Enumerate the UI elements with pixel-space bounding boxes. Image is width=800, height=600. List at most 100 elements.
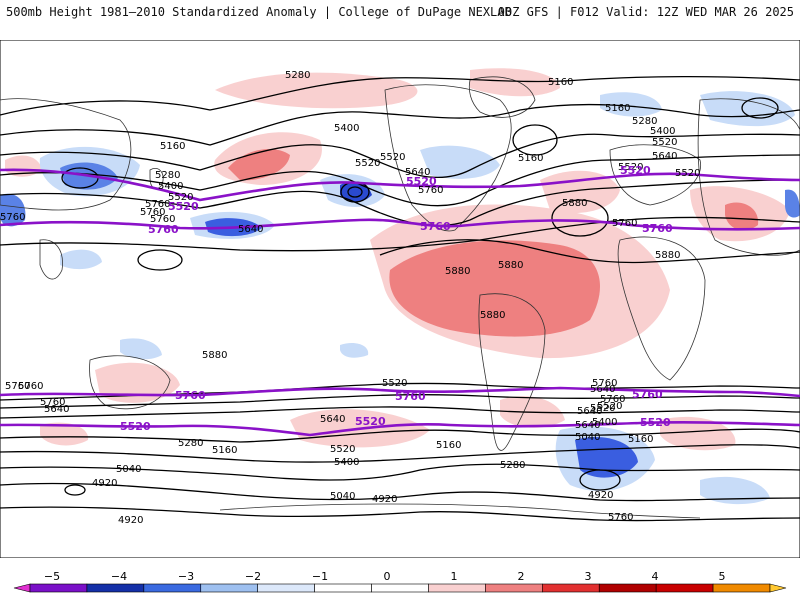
contour-line [0,75,800,116]
contour-5520-south [0,421,800,437]
contour-label: 5880 [202,350,227,361]
contour-label: 5160 [605,103,630,114]
contour-5520-north [0,168,800,202]
contour-5760-north [0,218,800,231]
contour-line [0,179,800,227]
contour-label: 5280 [285,70,310,81]
colorbar-tick-label: −3 [178,570,194,583]
contour-label: 5640 [44,404,69,415]
contour-label: 5400 [334,457,359,468]
contour-label: 5400 [334,123,359,134]
contour-label: 5040 [575,432,600,443]
contour-line [0,444,800,463]
anomaly-pos-1 [95,362,180,403]
contour-label: 5640 [405,167,430,178]
contour-label: 5520 [382,378,407,389]
coastlines [0,76,800,519]
contour-line [0,394,800,409]
contour-label: 5760 [140,207,165,218]
contour-label: 5040 [330,491,355,502]
colorbar-svg: −5 −4 −3 −2 −1 0 1 2 3 4 5 [13,570,787,593]
anomaly-neg-1 [60,249,102,270]
contour-line [0,482,800,502]
colorbar-cell [13,583,31,593]
colorbar-tick-label: 5 [719,570,726,583]
contour-label: 4920 [372,494,397,505]
highlight-label-5760: 5760 [175,389,206,402]
contour-label: 5520 [618,162,643,173]
colorbar-cells [13,583,787,593]
map-title: 500mb Height 1981–2010 Standardized Anom… [6,5,512,19]
highlight-label-5520: 5520 [406,175,437,188]
anomaly-neg-1 [340,343,369,358]
coastline-greenland [468,76,536,118]
coastline-asia-west [0,98,132,211]
anomaly-neg-2 [575,436,638,478]
contour-label: 5880 [498,260,523,271]
contour-label: 5280 [178,438,203,449]
colorbar-tick-label: 0 [384,570,391,583]
contour-closed-low [579,469,621,491]
contour-label: 5760 [18,381,43,392]
contour-label: 5760 [592,378,617,389]
colorbar-cell [769,583,787,593]
contour-label: 5160 [436,440,461,451]
contour-label: 5760 [608,512,633,523]
anomaly-pos-2 [725,202,759,231]
contour-label: 5520 [330,444,355,455]
colorbar-cell [712,583,771,593]
highlight-label-5520: 5520 [355,415,386,428]
contour-label: 5520 [355,158,380,169]
contour-label: 5760 [418,185,443,196]
model-run-label: 00Z GFS | F012 Valid: 12Z WED MAR 26 202… [497,5,794,19]
highlight-label-5520: 5520 [168,200,199,213]
header: 500mb Height 1981–2010 Standardized Anom… [0,0,800,24]
colorbar-tick-label: 4 [652,570,659,583]
anomaly-neg-1 [700,476,770,505]
anomaly-neg-1 [120,338,162,360]
contour-label: 5640 [590,384,615,395]
highlight-contours [0,168,800,437]
contour-label: 5760 [150,214,175,225]
highlight-label-5760: 5760 [395,390,426,403]
contour-closed-low [64,484,86,496]
colorbar-cell [200,583,258,593]
contour-label: 5640 [238,224,263,235]
contour-closed-low [347,186,363,198]
colorbar-tick-label: −4 [111,570,127,583]
colorbar-cell [86,583,145,593]
anomaly-neg-1 [420,145,500,179]
coastline-europe [609,144,702,206]
contour-label: 5400 [650,126,675,137]
anomaly-pos-1 [40,422,89,446]
contour-label: 5760 [40,397,65,408]
contour-label: 5520 [380,152,405,163]
contour-label: 5400 [158,181,183,192]
anomaly-neg-1 [600,92,662,117]
anomaly-pos-1 [660,416,736,451]
highlight-label-5760: 5760 [148,223,179,236]
contour-label: 5160 [518,153,543,164]
highlight-label-5520: 5520 [620,164,651,177]
colorbar-ticks: −5 −4 −3 −2 −1 0 1 2 3 4 5 [44,570,726,583]
colorbar: −5 −4 −3 −2 −1 0 1 2 3 4 5 [0,568,800,600]
contour-line [0,216,800,252]
highlight-label-5520: 5520 [120,420,151,433]
anomaly-shading [0,68,800,505]
contour-5760-south [0,386,800,398]
colorbar-tick-label: 3 [585,570,592,583]
contour-label: 5640 [652,151,677,162]
colorbar-cell [257,583,315,593]
contour-closed-high [137,249,183,271]
colorbar-cell [542,583,600,593]
contour-label: 4920 [92,478,117,489]
contour-labels: 5280 5160 5160 5280 5400 5520 5160 5400 … [0,70,700,526]
contour-line [0,133,800,179]
colorbar-cell [485,583,543,593]
coastline-antarctica [219,503,701,519]
contour-label: 5040 [116,464,141,475]
highlight-label-5760: 5760 [420,220,451,233]
colorbar-tick-label: 1 [451,570,458,583]
anomaly-neg-1 [0,193,26,227]
contour-line [0,506,800,522]
